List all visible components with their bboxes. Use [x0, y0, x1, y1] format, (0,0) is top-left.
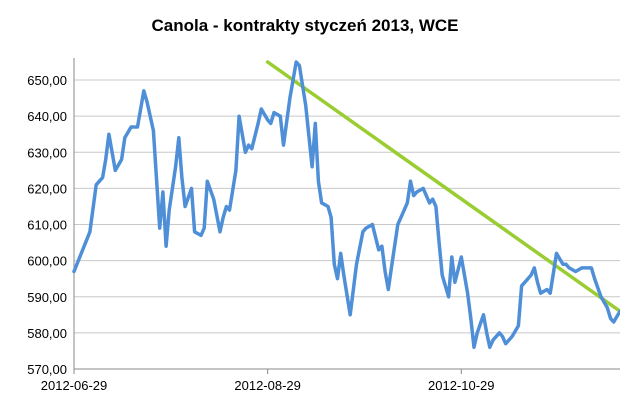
trend-line — [265, 60, 620, 313]
y-tick-label: 620,00 — [27, 181, 67, 196]
y-tick-label: 590,00 — [27, 290, 67, 305]
x-tick-label: 2012-08-29 — [234, 378, 301, 393]
price-series-layer — [72, 60, 620, 350]
y-tick-label: 650,00 — [27, 73, 67, 88]
price-series-line — [72, 60, 620, 350]
trend-line-layer — [265, 60, 620, 313]
y-tick-label: 610,00 — [27, 218, 67, 233]
x-tick-label: 2012-10-29 — [428, 378, 495, 393]
axes — [73, 58, 620, 374]
y-axis-tick-labels: 570,00 580,00 590,00 600,00 610,00 620,00 630,… — [27, 73, 67, 377]
x-tick-label: 2012-06-29 — [41, 378, 108, 393]
chart-title: Canola - kontrakty styczeń 2013, WCE — [151, 16, 458, 35]
y-tick-label: 600,00 — [27, 254, 67, 269]
y-tick-label: 640,00 — [27, 109, 67, 124]
y-tick-label: 630,00 — [27, 145, 67, 160]
x-axis-tick-labels: 2012-06-29 2012-08-29 2012-10-29 — [41, 378, 495, 393]
y-tick-label: 570,00 — [27, 362, 67, 377]
y-tick-label: 580,00 — [27, 326, 67, 341]
